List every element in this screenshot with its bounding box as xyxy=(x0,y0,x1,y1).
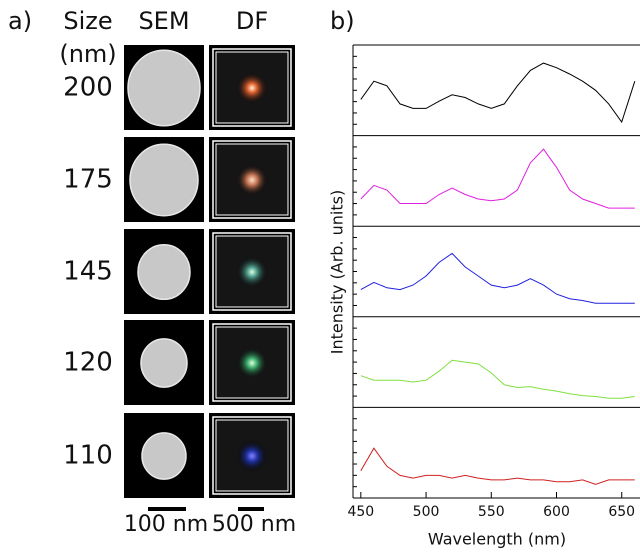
size-unit: (nm) xyxy=(59,40,116,68)
x-tick-label: 600 xyxy=(543,504,570,520)
df-spot xyxy=(236,72,268,104)
sem-header: SEM xyxy=(138,7,189,35)
df-header: DF xyxy=(236,7,268,35)
size-label: 200 xyxy=(63,73,113,103)
scale-bar xyxy=(238,507,264,511)
sem-particle xyxy=(137,243,191,301)
sem-particle xyxy=(127,49,201,127)
size-label: 110 xyxy=(63,441,113,471)
df-spot xyxy=(236,440,268,472)
scale-bar-label: 500 nm xyxy=(212,512,296,537)
x-tick-label: 450 xyxy=(347,504,374,520)
df-frame xyxy=(212,140,292,219)
sem-particle xyxy=(141,432,187,480)
spectrum-line xyxy=(360,252,635,304)
size-label: 120 xyxy=(63,348,113,378)
x-axis-label: Wavelength (nm) xyxy=(428,530,566,549)
df-frame xyxy=(212,48,292,127)
y-axis-label: Intensity (Arb. units) xyxy=(328,190,347,354)
size-header: Size xyxy=(63,7,112,35)
spectrum-line xyxy=(360,359,635,399)
scale-bar xyxy=(148,507,186,511)
sem-particle xyxy=(140,338,188,388)
spectrum-line xyxy=(360,62,636,124)
size-label: 145 xyxy=(63,257,113,287)
df-frame xyxy=(212,232,292,311)
spectrum-line xyxy=(360,447,635,485)
spectrum-line xyxy=(360,148,635,209)
df-spot xyxy=(236,347,268,379)
panel-label: b) xyxy=(330,7,355,35)
sem-particle xyxy=(129,143,199,217)
scale-bar-label: 100 nm xyxy=(124,512,208,537)
x-tick-label: 550 xyxy=(478,504,505,520)
x-tick-label: 500 xyxy=(413,504,440,520)
size-label: 175 xyxy=(63,165,113,195)
df-frame xyxy=(212,323,292,402)
x-tick-label: 650 xyxy=(608,504,635,520)
df-frame xyxy=(212,416,292,495)
panel-label: a) xyxy=(8,7,32,35)
df-spot xyxy=(236,164,268,196)
df-spot xyxy=(236,256,268,288)
